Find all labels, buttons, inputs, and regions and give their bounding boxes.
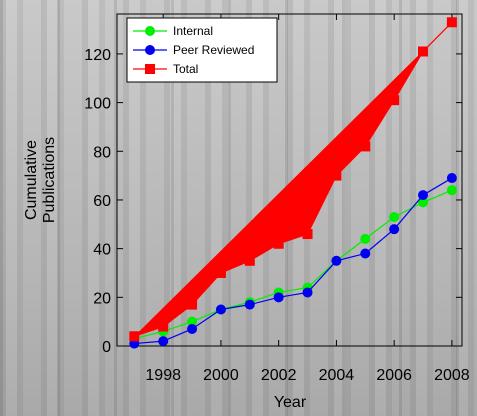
point [389,212,399,222]
y-axis-label: Publications [41,137,58,223]
legend-label: Total [173,62,198,76]
point [331,171,341,181]
point [331,256,341,266]
x-tick-label: 1998 [145,367,181,384]
y-tick-label: 60 [93,193,111,210]
y-tick-label: 20 [93,290,111,307]
x-tick-label: 2000 [203,367,239,384]
point [447,185,457,195]
point [303,229,313,239]
point [129,331,139,341]
point [360,141,370,151]
x-tick-label: 2008 [434,367,470,384]
x-tick-label: 2004 [319,367,355,384]
point [389,224,399,234]
page: Year Cumulative Publications 0 20 40 60 80 10… [0,0,477,416]
point [216,304,226,314]
point [274,239,284,249]
legend-swatch [145,26,155,36]
x-tick-label: 2006 [376,367,412,384]
chart: Year Cumulative Publications 0 20 40 60 80 10… [0,0,477,416]
point [187,324,197,334]
point [418,46,428,56]
point [245,300,255,310]
point [389,95,399,105]
y-tick-label: 80 [93,144,111,161]
point [418,190,428,200]
point [360,249,370,259]
point [187,300,197,310]
point [216,268,226,278]
legend-swatch [145,45,155,55]
point [245,256,255,266]
legend-label: Internal [173,24,213,38]
legend-label: Peer Reviewed [173,43,254,57]
legend-swatch [145,64,155,74]
point [447,173,457,183]
point [360,234,370,244]
point [303,287,313,297]
point [158,322,168,332]
x-axis-label: Year [274,394,307,411]
point [158,336,168,346]
x-tick-label: 2002 [261,367,297,384]
point [447,17,457,27]
y-tick-label: 40 [93,242,111,259]
y-axis-label: Cumulative [23,140,40,220]
y-tick-label: 0 [102,339,111,356]
y-tick-label: 120 [84,47,111,64]
point [274,292,284,302]
y-tick-label: 100 [84,96,111,113]
